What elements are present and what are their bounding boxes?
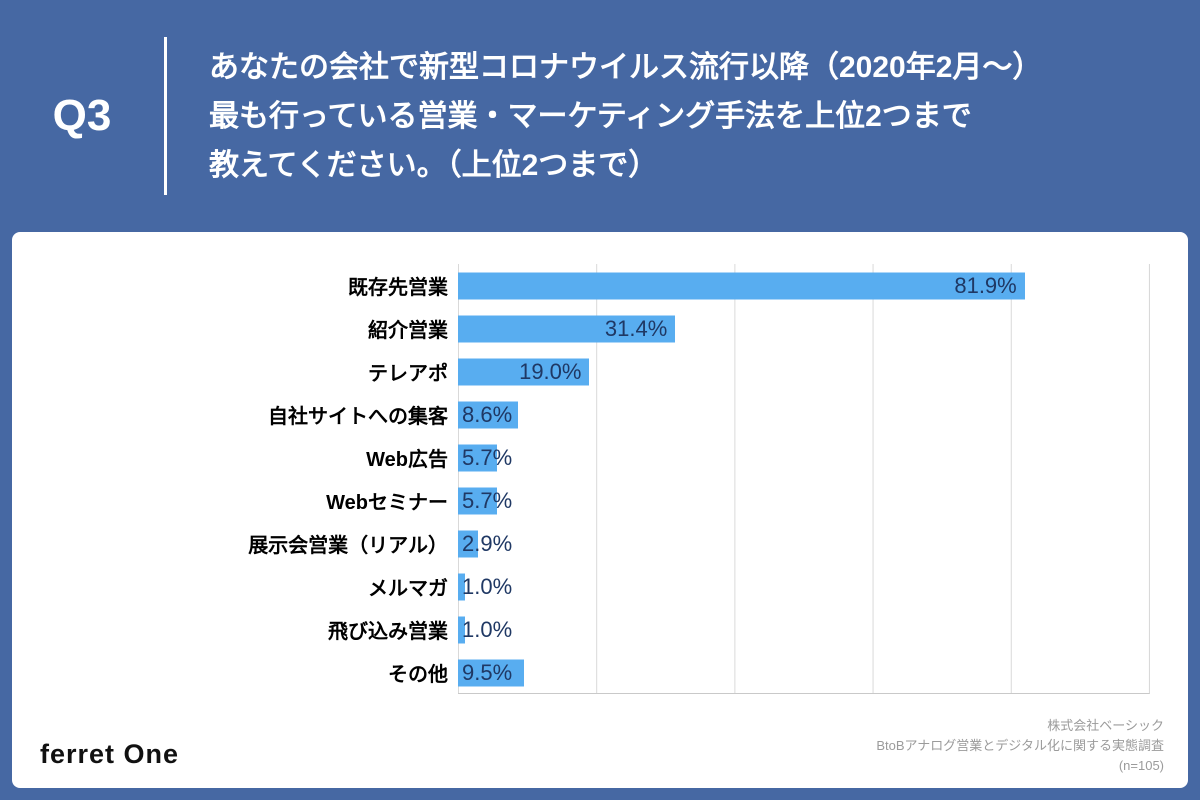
bar [458,616,465,643]
bar [458,358,590,385]
plot-cell: 1.0% [458,565,1150,608]
chart-row: メルマガ 1.0% [36,565,1150,608]
category-label: 展示会営業（リアル） [248,535,448,557]
plot-cell: 9.5% [458,651,1150,694]
chart-row: Webセミナー 5.7% [36,479,1150,522]
value-label: 1.0% [462,616,513,642]
plot-cell: 31.4% [458,307,1150,350]
question-number: Q3 [52,91,112,140]
chart-row: テレアポ 19.0% [36,350,1150,393]
question-text-line: あなたの会社で新型コロナウイルス流行以降（2020年2月～） [209,50,1043,84]
value-label: 19.0% [519,358,582,384]
category-label: Webセミナー [326,492,448,514]
bar [458,444,498,471]
chart-rows: 既存先営業 81.9% 紹介営業 31.4% テレアポ 19.0% 自社サイトへの集客 8.6… [36,264,1150,694]
value-label: 5.7% [462,444,513,470]
plot-cell: 8.6% [458,393,1150,436]
ferret-one-logo: ferret One [40,739,180,769]
chart-row: 飛び込み営業 1.0% [36,608,1150,651]
chart-row: その他 9.5% [36,651,1150,694]
category-label: 飛び込み営業 [328,621,448,643]
value-label: 31.4% [604,315,668,341]
category-label: 紹介営業 [368,320,448,342]
category-label: 既存先営業 [348,277,448,299]
value-label: 2.9% [462,530,513,556]
bar-chart: 既存先営業 81.9% 紹介営業 31.4% テレアポ 19.0% 自社サイトへの集客 8.6… [36,264,1150,694]
chart-row: 紹介営業 31.4% [36,307,1150,350]
plot-cell: 2.9% [458,522,1150,565]
value-label: 81.9% [954,272,1017,298]
value-label: 8.6% [462,401,513,427]
bar [458,659,524,686]
question-text-line: 最も行っている営業・マーケティング手法を上位2つまで [209,99,972,133]
bar [458,315,676,342]
source-text-line: 株式会社ベーシック [1047,718,1164,733]
category-label: メルマガ [368,578,448,600]
question-text: あなたの会社で新型コロナウイルス流行以降（2020年2月～） 最も行っている営業… [209,43,1042,190]
plot-cell: 5.7% [458,479,1150,522]
category-label: Web広告 [366,449,448,471]
question-header: Q3 あなたの会社で新型コロナウイルス流行以降（2020年2月～） 最も行ってい… [0,0,1200,232]
bar [458,487,498,514]
value-label: 5.7% [462,487,513,513]
source-text-line: BtoBアナログ営業とデジタル化に関する実態調査 [876,738,1164,753]
plot-cell: 81.9% [458,264,1150,307]
bar [458,401,518,428]
source-text: 株式会社ベーシック BtoBアナログ営業とデジタル化に関する実態調査 (n=10… [876,716,1164,776]
plot-cell: 19.0% [458,350,1150,393]
chart-row: 展示会営業（リアル） 2.9% [36,522,1150,565]
plot-cell: 5.7% [458,436,1150,479]
chart-row: 自社サイトへの集客 8.6% [36,393,1150,436]
value-label: 1.0% [462,573,513,599]
bar [458,272,1025,299]
header-divider [164,37,167,195]
category-label: その他 [388,664,448,686]
category-label: テレアポ [368,363,448,385]
plot-cell: 1.0% [458,608,1150,651]
chart-row: 既存先営業 81.9% [36,264,1150,307]
category-label: 自社サイトへの集客 [268,406,448,428]
bar [458,530,479,557]
chart-card: 既存先営業 81.9% 紹介営業 31.4% テレアポ 19.0% 自社サイトへの集客 8.6… [12,232,1188,788]
bar [458,573,465,600]
question-text-line: 教えてください。（上位2つまで） [209,148,659,182]
chart-row: Web広告 5.7% [36,436,1150,479]
value-label: 9.5% [462,659,513,685]
source-text-line: (n=105) [1118,758,1164,773]
